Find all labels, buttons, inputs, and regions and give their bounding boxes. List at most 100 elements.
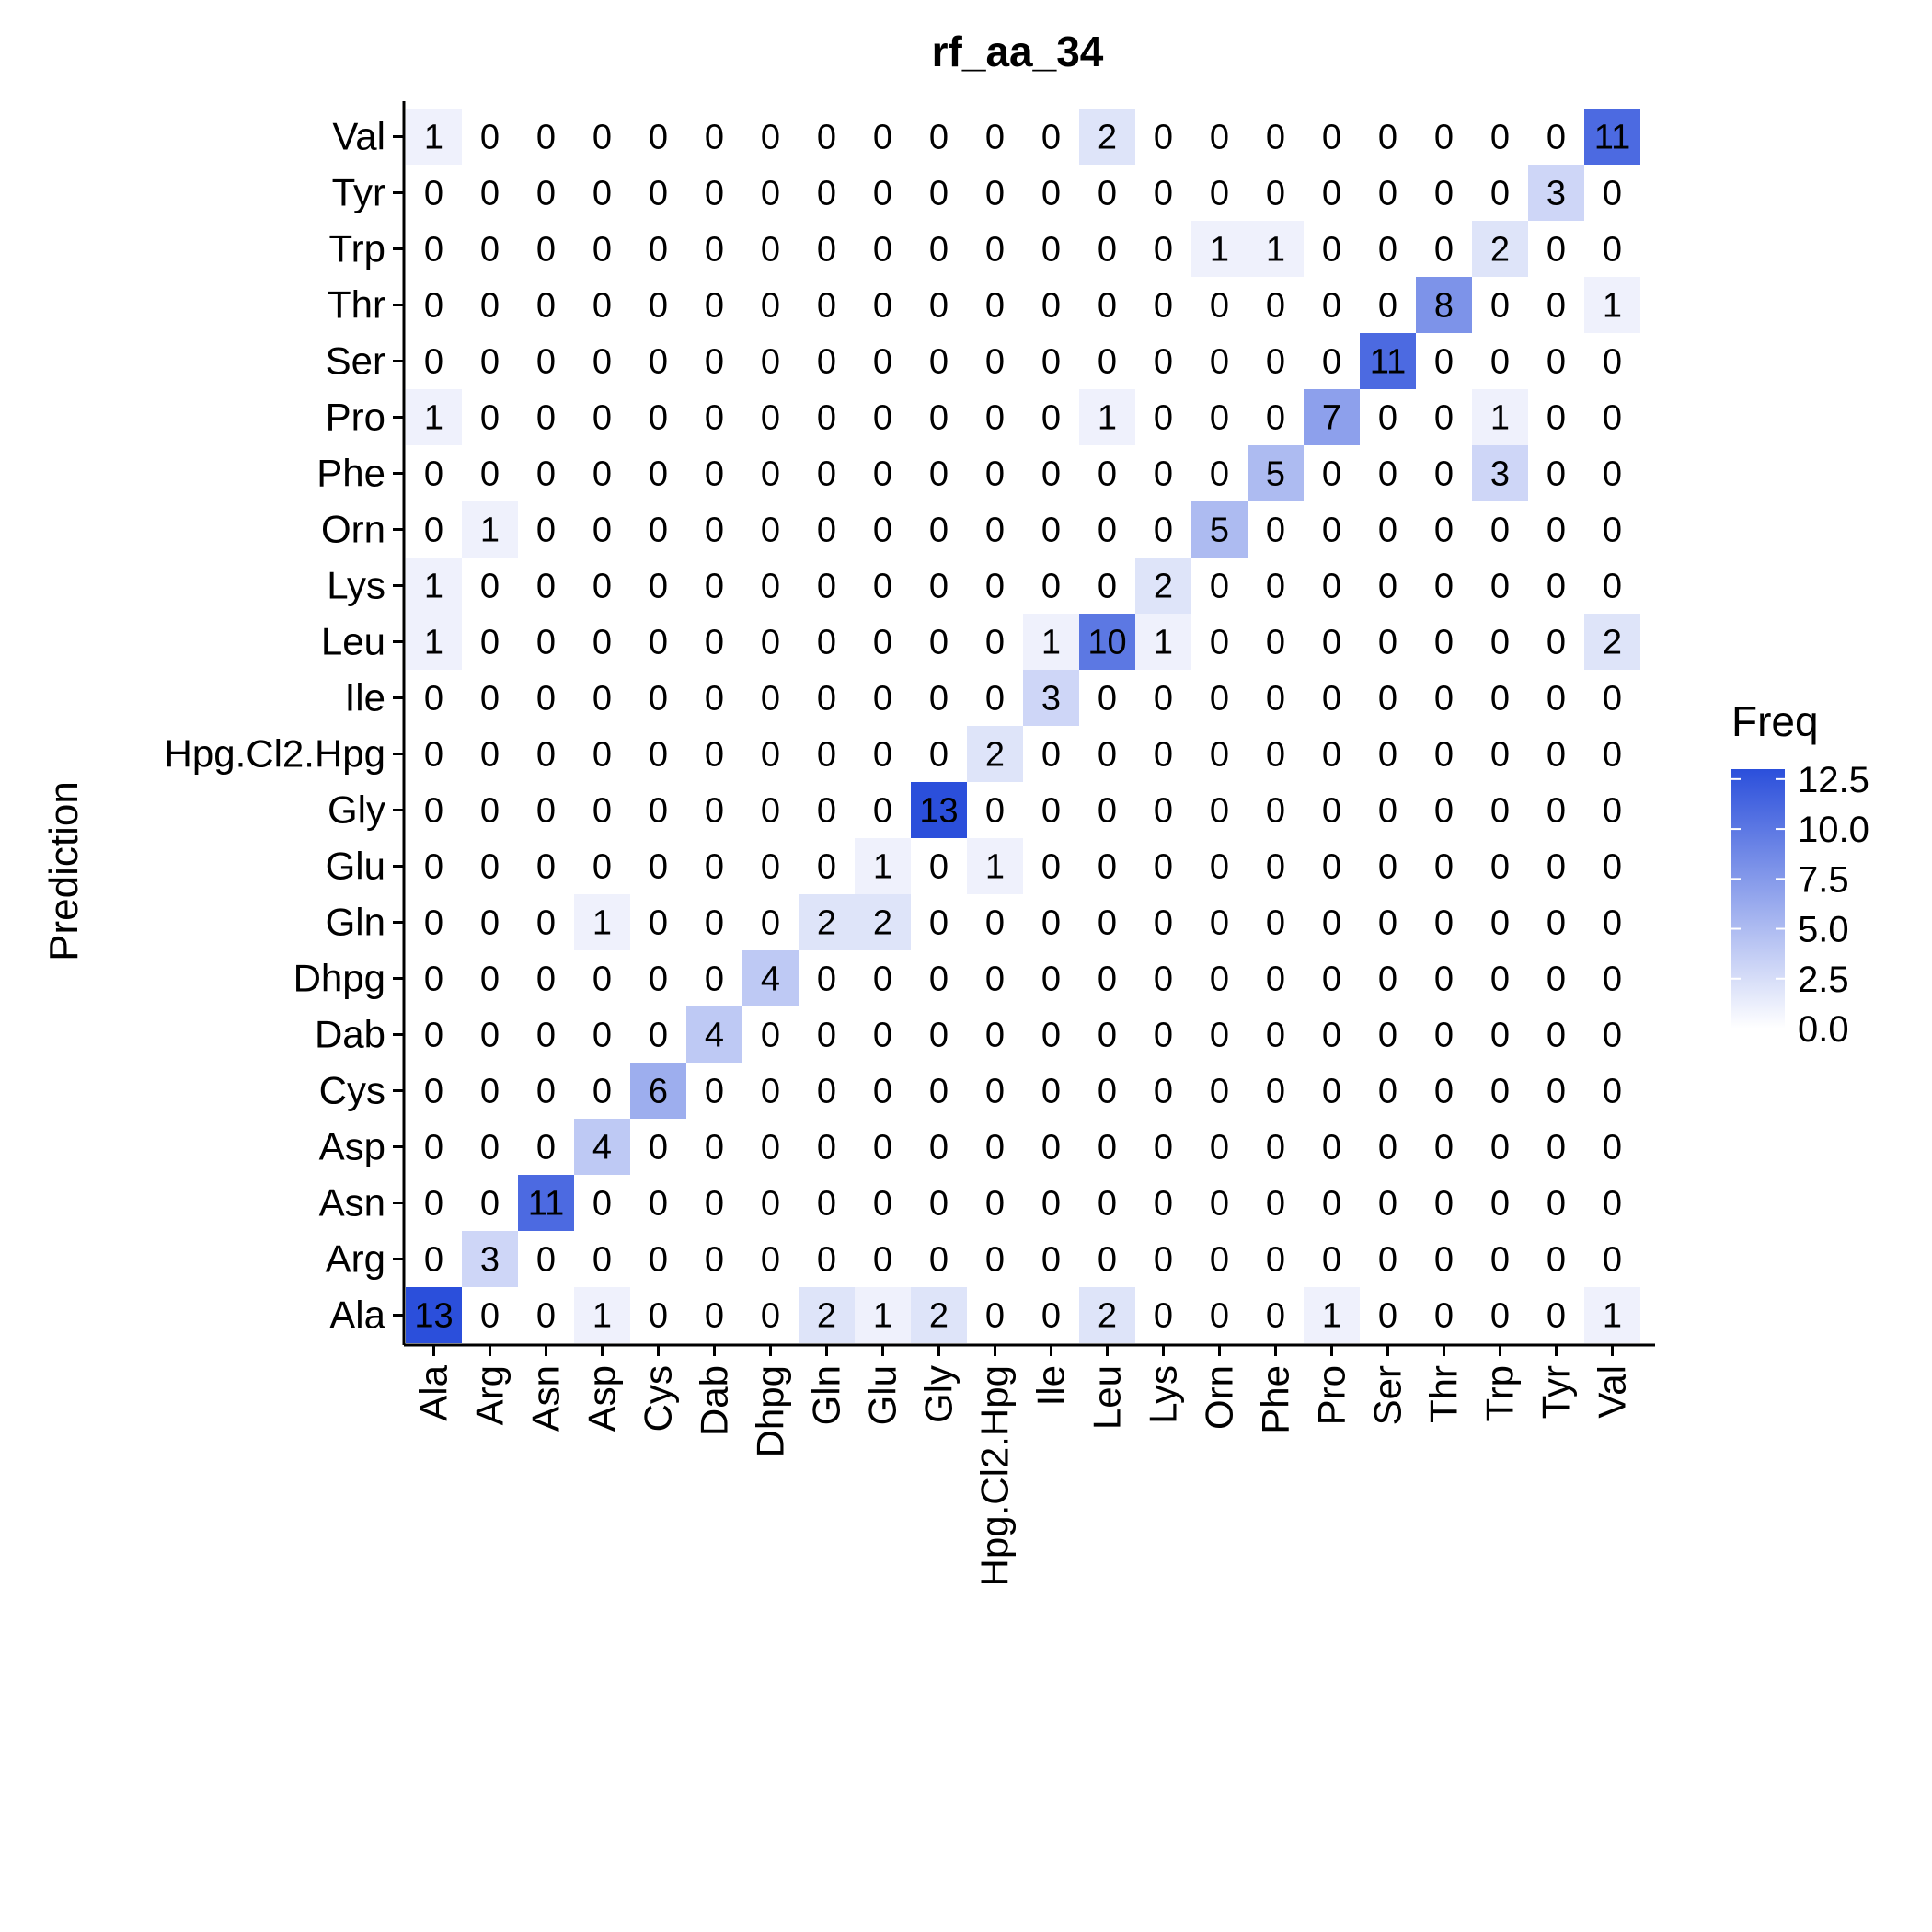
cell-value-label: 0	[929, 904, 949, 943]
heatmap-cell	[911, 1063, 967, 1119]
cell-value-label: 0	[817, 175, 836, 213]
heatmap-cell	[1304, 558, 1360, 614]
heatmap-cell	[574, 277, 630, 333]
heatmap-cell	[1248, 558, 1304, 614]
heatmap-cell	[1360, 614, 1416, 670]
cell-value-label: 0	[480, 399, 500, 438]
cell-value-label: 0	[1378, 1185, 1397, 1224]
cell-value-label: 0	[705, 287, 724, 326]
heatmap-cell	[1528, 670, 1584, 726]
heatmap-cell	[574, 1287, 630, 1343]
heatmap-cell	[799, 1287, 855, 1343]
heatmap-cell	[799, 894, 855, 950]
cell-value-label: 0	[1210, 287, 1229, 326]
heatmap-cell	[742, 109, 799, 165]
cell-value-label: 0	[1154, 1297, 1173, 1336]
cell-value-label: 0	[817, 624, 836, 662]
heatmap-cell	[1360, 838, 1416, 894]
cell-value-label: 0	[985, 904, 1005, 943]
cell-value-label: 0	[1154, 175, 1173, 213]
heatmap-cell	[1248, 165, 1304, 221]
cell-value-label: 0	[929, 1073, 949, 1111]
cell-value-label: 0	[1603, 175, 1622, 213]
heatmap-cell	[911, 670, 967, 726]
cell-value-label: 0	[1490, 1185, 1510, 1224]
heatmap-cell	[1584, 501, 1640, 558]
heatmap-cell	[574, 501, 630, 558]
cell-value-label: 3	[1041, 680, 1061, 719]
cell-value-label: 0	[929, 848, 949, 887]
heatmap-cell	[1360, 1006, 1416, 1063]
heatmap-cell	[462, 670, 518, 726]
cell-value-label: 0	[761, 1129, 780, 1167]
cell-value-label: 0	[1434, 736, 1454, 775]
heatmap-cell	[855, 614, 911, 670]
heatmap-cell	[1472, 277, 1528, 333]
cell-value-label: 0	[1041, 1297, 1061, 1336]
heatmap-cell	[1528, 333, 1584, 389]
heatmap-cell	[1416, 894, 1472, 950]
heatmap-cell	[1416, 1006, 1472, 1063]
cell-value-label: 0	[1378, 680, 1397, 719]
cell-value-label: 0	[1098, 680, 1117, 719]
heatmap-cell	[855, 1119, 911, 1175]
cell-value-label: 0	[985, 792, 1005, 831]
cell-value-label: 0	[592, 231, 612, 270]
heatmap-cell	[1079, 670, 1135, 726]
cell-value-label: 0	[817, 792, 836, 831]
cell-value-label: 0	[1490, 960, 1510, 999]
heatmap-cell	[1079, 782, 1135, 838]
cell-value-label: 0	[649, 287, 668, 326]
heatmap-cell	[518, 1231, 574, 1287]
heatmap-cell	[1248, 614, 1304, 670]
cell-value-label: 0	[705, 960, 724, 999]
heatmap-cell	[1584, 1063, 1640, 1119]
heatmap-cell	[462, 333, 518, 389]
heatmap-cell	[1023, 389, 1079, 445]
cell-value-label: 0	[1434, 1185, 1454, 1224]
heatmap-cell	[1472, 333, 1528, 389]
heatmap-cell	[1360, 1231, 1416, 1287]
heatmap-cell	[686, 1063, 742, 1119]
heatmap-cell	[799, 558, 855, 614]
cell-value-label: 6	[649, 1073, 668, 1111]
y-tick-label: Ser	[326, 339, 385, 383]
cell-value-label: 0	[592, 175, 612, 213]
heatmap-cell	[1304, 1119, 1360, 1175]
cell-value-label: 0	[985, 343, 1005, 382]
cell-value-label: 0	[1322, 792, 1341, 831]
heatmap-cell	[1304, 221, 1360, 277]
heatmap-cell	[1528, 501, 1584, 558]
cell-value-label: 0	[985, 1129, 1005, 1167]
heatmap-cell	[1191, 894, 1248, 950]
cell-value-label: 0	[1490, 343, 1510, 382]
cell-value-label: 0	[705, 848, 724, 887]
heatmap-cell	[1472, 838, 1528, 894]
heatmap-cell	[1135, 277, 1191, 333]
heatmap-cell	[742, 894, 799, 950]
cell-value-label: 0	[1210, 175, 1229, 213]
heatmap-cell	[967, 165, 1023, 221]
cell-value-label: 1	[424, 624, 443, 662]
y-tick-label: Orn	[321, 508, 385, 551]
heatmap-cell	[1191, 838, 1248, 894]
cell-value-label: 0	[761, 455, 780, 494]
legend-tick-label: 5.0	[1798, 910, 1849, 950]
heatmap-cell	[1416, 726, 1472, 782]
heatmap-cell	[1191, 670, 1248, 726]
cell-value-label: 0	[929, 680, 949, 719]
y-axis-title: Prediction	[41, 781, 86, 961]
heatmap-cell	[1079, 726, 1135, 782]
heatmap-cell	[1416, 445, 1472, 501]
cell-value-label: 0	[761, 680, 780, 719]
heatmap-cell	[1472, 894, 1528, 950]
cell-value-label: 0	[1266, 624, 1285, 662]
heatmap-cell	[742, 670, 799, 726]
heatmap-cell	[1304, 1175, 1360, 1231]
heatmap-cell	[742, 165, 799, 221]
heatmap-cell	[1135, 221, 1191, 277]
heatmap-cell	[855, 221, 911, 277]
heatmap-cell	[967, 1006, 1023, 1063]
heatmap-cell	[855, 782, 911, 838]
